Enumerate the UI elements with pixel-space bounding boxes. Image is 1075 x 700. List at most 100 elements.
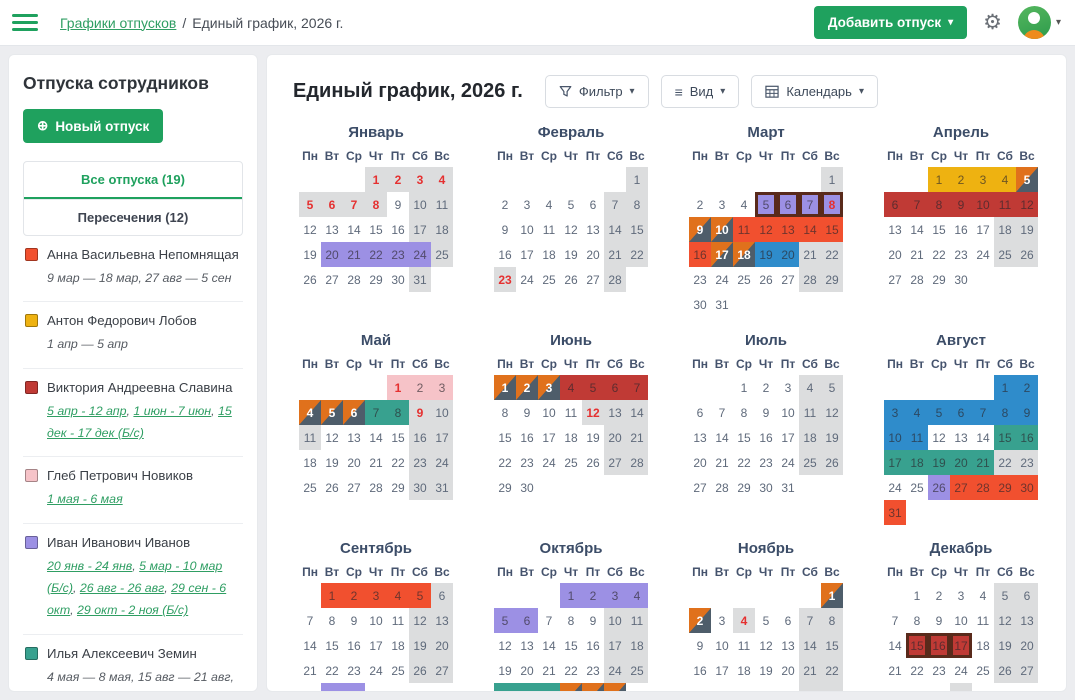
day-cell[interactable]: 17 (542, 430, 556, 445)
vacation-period-link[interactable]: 20 янв - 24 янв (47, 558, 133, 573)
day-cell[interactable]: 19 (325, 455, 339, 470)
day-cell[interactable]: 23 (387, 242, 409, 267)
day-cell[interactable]: 1 (365, 167, 387, 192)
day-cell[interactable]: 6 (321, 192, 343, 217)
day-cell[interactable]: 29 (821, 267, 843, 292)
day-cell[interactable]: 22 (325, 663, 339, 678)
day-cell[interactable]: 11 (994, 192, 1016, 217)
day-cell[interactable]: 10 (954, 613, 968, 628)
day-cell[interactable]: 9 (762, 405, 770, 420)
day-cell[interactable]: 8 (501, 405, 509, 420)
day-cell[interactable]: 11 (431, 192, 453, 217)
day-cell[interactable]: 30 (520, 480, 534, 495)
day-cell[interactable]: 29 (560, 683, 582, 691)
day-cell[interactable]: 13 (693, 430, 707, 445)
day-cell[interactable]: 21 (799, 242, 821, 267)
day-cell[interactable]: 13 (954, 430, 968, 445)
day-cell[interactable]: 23 (409, 450, 431, 475)
day-cell[interactable]: 4 (387, 583, 409, 608)
menu-icon[interactable] (10, 12, 40, 34)
day-cell[interactable]: 16 (391, 222, 405, 237)
day-cell[interactable]: 16 (1016, 425, 1038, 450)
day-cell[interactable]: 24 (409, 242, 431, 267)
day-cell[interactable]: 3 (604, 583, 626, 608)
day-cell[interactable]: 18 (391, 638, 405, 653)
day-cell[interactable]: 24 (542, 455, 556, 470)
day-cell[interactable]: 12 (755, 217, 777, 242)
day-cell[interactable]: 1 (740, 380, 748, 395)
day-cell[interactable]: 27 (950, 475, 972, 500)
day-cell[interactable]: 4 (733, 608, 755, 633)
day-cell[interactable]: 10 (781, 405, 795, 420)
day-cell[interactable]: 21 (604, 242, 626, 267)
day-cell[interactable]: 8 (821, 192, 843, 217)
day-cell[interactable]: 25 (564, 455, 578, 470)
day-cell[interactable]: 17 (781, 430, 795, 445)
day-cell[interactable]: 20 (604, 425, 626, 450)
gear-icon[interactable]: ⚙ (983, 11, 1002, 34)
day-cell[interactable]: 7 (343, 192, 365, 217)
day-cell[interactable]: 25 (799, 450, 821, 475)
day-cell[interactable]: 7 (306, 613, 314, 628)
day-cell[interactable]: 4 (560, 375, 582, 400)
day-cell[interactable]: 17 (409, 217, 431, 242)
day-cell[interactable]: 1 (913, 588, 921, 603)
day-cell[interactable]: 4 (431, 167, 453, 192)
day-cell[interactable]: 11 (976, 613, 990, 628)
day-cell[interactable]: 18 (733, 242, 755, 267)
day-cell[interactable]: 27 (693, 480, 707, 495)
day-cell[interactable]: 27 (431, 658, 453, 683)
day-cell[interactable]: 28 (799, 683, 821, 691)
day-cell[interactable]: 7 (604, 192, 626, 217)
day-cell[interactable]: 30 (759, 480, 773, 495)
day-cell[interactable]: 6 (589, 197, 597, 212)
day-cell[interactable]: 16 (954, 222, 968, 237)
day-cell[interactable]: 19 (928, 450, 950, 475)
day-cell[interactable]: 7 (906, 192, 928, 217)
day-cell[interactable]: 28 (299, 683, 321, 692)
day-cell[interactable]: 5 (494, 608, 516, 633)
day-cell[interactable]: 18 (976, 638, 990, 653)
day-cell[interactable]: 5 (994, 583, 1016, 608)
day-cell[interactable]: 8 (387, 400, 409, 425)
day-cell[interactable]: 26 (409, 658, 431, 683)
day-cell[interactable]: 24 (520, 272, 534, 287)
day-cell[interactable]: 6 (950, 400, 972, 425)
day-cell[interactable]: 8 (740, 405, 748, 420)
day-cell[interactable]: 2 (409, 375, 431, 400)
day-cell[interactable]: 14 (347, 222, 361, 237)
day-cell[interactable]: 21 (343, 242, 365, 267)
day-cell[interactable]: 27 (325, 272, 339, 287)
day-cell[interactable]: 20 (321, 242, 343, 267)
day-cell[interactable]: 29 (321, 683, 343, 691)
day-cell[interactable]: 10 (604, 608, 626, 633)
day-cell[interactable]: 20 (888, 247, 902, 262)
day-cell[interactable]: 19 (303, 247, 317, 262)
day-cell[interactable]: 2 (582, 583, 604, 608)
calendar-view-button[interactable]: Календарь ▾ (751, 75, 878, 108)
day-cell[interactable]: 22 (564, 663, 578, 678)
day-cell[interactable]: 17 (520, 247, 534, 262)
day-cell[interactable]: 1 (321, 583, 343, 608)
day-cell[interactable]: 5 (299, 192, 321, 217)
day-cell[interactable]: 21 (888, 663, 902, 678)
day-cell[interactable]: 31 (604, 683, 626, 691)
day-cell[interactable]: 4 (545, 197, 553, 212)
tab-all-vacations[interactable]: Все отпуска (19) (24, 162, 242, 199)
breadcrumb-link-schedules[interactable]: Графики отпусков (60, 14, 177, 31)
day-cell[interactable]: 20 (693, 455, 707, 470)
day-cell[interactable]: 11 (626, 608, 648, 633)
day-cell[interactable]: 16 (347, 638, 361, 653)
day-cell[interactable]: 29 (906, 683, 928, 692)
day-cell[interactable]: 2 (1016, 375, 1038, 400)
day-cell[interactable]: 6 (784, 613, 792, 628)
day-cell[interactable]: 22 (737, 455, 751, 470)
day-cell[interactable]: 30 (391, 272, 405, 287)
day-cell[interactable]: 16 (586, 638, 600, 653)
day-cell[interactable]: 9 (350, 613, 358, 628)
day-cell[interactable]: 11 (391, 613, 405, 628)
day-cell[interactable]: 15 (325, 638, 339, 653)
day-cell[interactable]: 19 (409, 633, 431, 658)
day-cell[interactable]: 23 (347, 663, 361, 678)
day-cell[interactable]: 18 (737, 663, 751, 678)
